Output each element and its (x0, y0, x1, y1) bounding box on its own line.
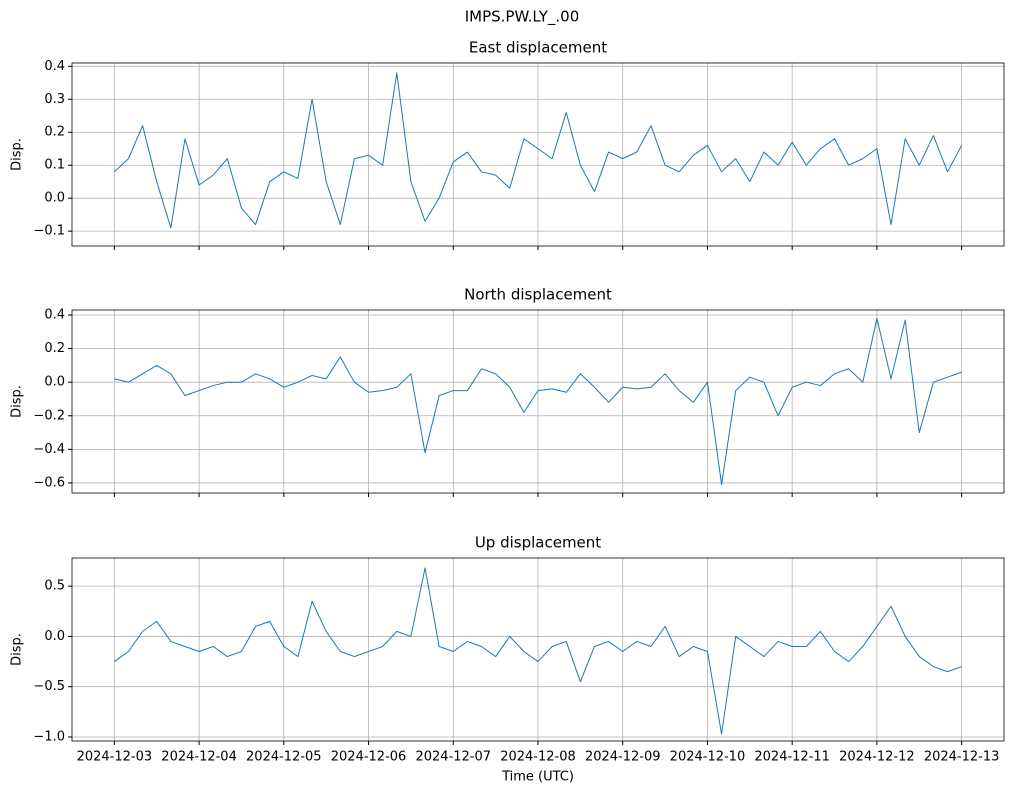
y-tick-label: 0.4 (44, 59, 65, 74)
y-tick-label: −0.1 (33, 224, 65, 239)
data-line (114, 317, 962, 486)
y-axis-label: Disp. (10, 138, 25, 171)
y-tick-label: −0.4 (33, 442, 65, 457)
x-tick-label: 2024-12-03 (77, 750, 153, 765)
figure-title: IMPS.PW.LY_.00 (465, 8, 580, 27)
y-tick-label: 0.2 (44, 341, 65, 356)
x-tick-label: 2024-12-08 (500, 750, 576, 765)
y-tick-label: −0.2 (33, 408, 65, 423)
x-tick-label: 2024-12-11 (754, 750, 830, 765)
x-tick-label: 2024-12-07 (415, 750, 491, 765)
axes-frame (71, 557, 1005, 742)
y-tick-label: 0.2 (44, 125, 65, 140)
subplot-title: East displacement (469, 39, 607, 57)
axes-frame (71, 62, 1005, 247)
data-line (114, 567, 962, 735)
x-tick-label: 2024-12-13 (924, 750, 1000, 765)
x-tick-label: 2024-12-09 (585, 750, 661, 765)
y-tick-label: −0.6 (33, 475, 65, 490)
x-tick-label: 2024-12-04 (161, 750, 237, 765)
y-tick-label: 0.0 (44, 629, 65, 644)
y-tick-label: 0.0 (44, 191, 65, 206)
y-tick-label: 0.1 (44, 158, 65, 173)
data-line (114, 72, 963, 229)
x-tick-label: 2024-12-12 (839, 750, 915, 765)
axes-frame (71, 309, 1005, 494)
y-axis-label: Disp. (10, 385, 25, 418)
y-tick-label: 0.5 (44, 579, 65, 594)
y-tick-label: 0.3 (44, 92, 65, 107)
subplot-title: North displacement (464, 286, 612, 304)
y-tick-label: −1.0 (33, 729, 65, 744)
y-tick-label: −0.5 (33, 679, 65, 694)
x-axis-label: Time (UTC) (501, 770, 574, 785)
subplot-title: Up displacement (475, 534, 601, 552)
y-tick-label: 0.0 (44, 375, 65, 390)
x-tick-label: 2024-12-05 (246, 750, 322, 765)
x-tick-label: 2024-12-06 (331, 750, 407, 765)
y-tick-label: 0.4 (44, 308, 65, 323)
x-tick-label: 2024-12-10 (670, 750, 746, 765)
y-axis-label: Disp. (10, 633, 25, 666)
